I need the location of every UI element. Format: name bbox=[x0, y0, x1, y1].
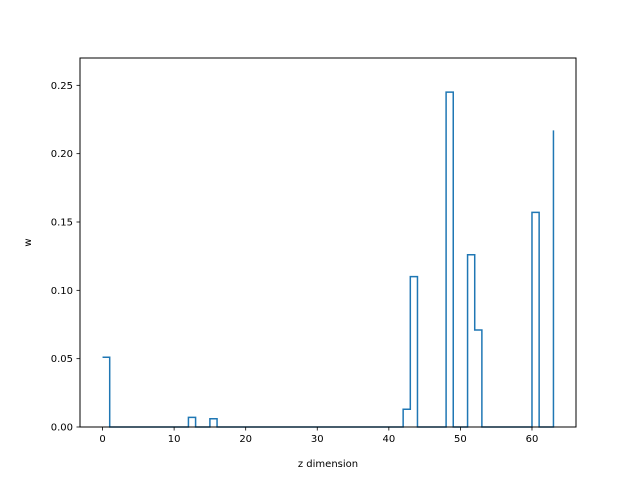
plot-frame bbox=[79, 57, 577, 428]
x-tick-label: 30 bbox=[311, 434, 324, 445]
y-tick-label: 0.00 bbox=[51, 423, 73, 434]
x-tick-label: 0 bbox=[99, 434, 105, 445]
x-tick-label: 10 bbox=[168, 434, 181, 445]
x-tick-label: 50 bbox=[454, 434, 467, 445]
y-tick-label: 0.15 bbox=[51, 218, 73, 229]
x-axis: 0 10 20 30 40 50 60 bbox=[99, 427, 538, 445]
y-tick-label: 0.10 bbox=[51, 286, 73, 297]
x-tick-label: 60 bbox=[526, 434, 539, 445]
y-tick-label: 0.25 bbox=[51, 81, 73, 92]
y-axis-label: w bbox=[23, 238, 34, 246]
y-tick-label: 0.05 bbox=[51, 354, 73, 365]
y-axis: 0.00 0.05 0.10 0.15 0.20 0.25 bbox=[51, 81, 80, 434]
x-tick-label: 20 bbox=[239, 434, 252, 445]
y-tick-label: 0.20 bbox=[51, 149, 73, 160]
x-axis-label: z dimension bbox=[298, 459, 358, 470]
x-tick-label: 40 bbox=[382, 434, 395, 445]
